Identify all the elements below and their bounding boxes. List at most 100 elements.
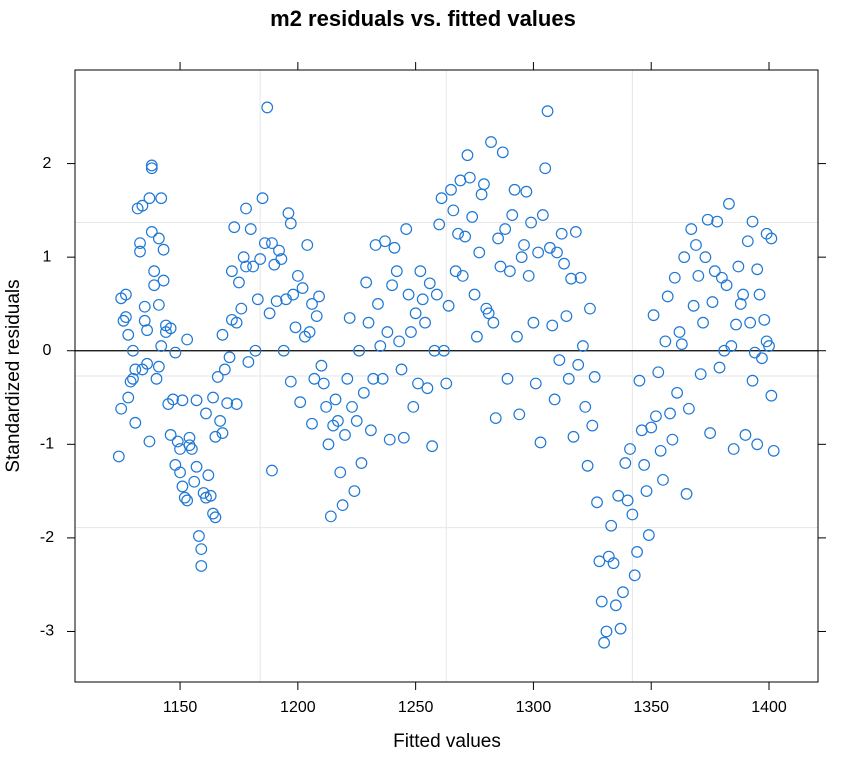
point (685, 223, 698, 235)
point (240, 260, 252, 273)
point (284, 375, 297, 388)
point (746, 215, 759, 228)
point (558, 257, 570, 270)
point (157, 243, 170, 256)
point (633, 374, 646, 387)
point (275, 253, 288, 265)
point (699, 251, 712, 264)
point (482, 307, 495, 320)
point (261, 101, 274, 114)
point (666, 433, 679, 446)
point (150, 372, 163, 385)
point (322, 438, 335, 451)
point (148, 279, 161, 292)
point (511, 330, 523, 343)
point (254, 253, 267, 265)
point (442, 299, 455, 312)
point (732, 260, 745, 273)
y-tick-label: -3 (40, 623, 54, 640)
point (751, 263, 764, 276)
point (157, 274, 170, 287)
point (551, 246, 563, 259)
point (209, 511, 222, 524)
point (169, 458, 182, 471)
point (626, 508, 639, 521)
point (296, 282, 309, 294)
x-axis-label: Fitted values (393, 731, 501, 752)
point (240, 202, 252, 215)
point (348, 485, 361, 498)
point (435, 192, 448, 205)
point (607, 557, 620, 570)
point (416, 293, 429, 306)
point (751, 438, 764, 451)
point (475, 188, 488, 201)
point (117, 314, 130, 327)
point (155, 340, 168, 352)
point (562, 372, 575, 385)
point (204, 489, 217, 502)
x-tick-label: 1200 (280, 699, 316, 716)
point (181, 333, 194, 346)
point (767, 444, 780, 457)
point (200, 407, 212, 420)
point (513, 408, 526, 421)
point (600, 625, 613, 638)
point (247, 260, 259, 273)
point (734, 298, 747, 310)
point (306, 298, 318, 310)
point (405, 326, 417, 338)
point (553, 354, 566, 366)
x-tick-label: 1150 (163, 699, 198, 716)
point (584, 302, 596, 315)
point (176, 480, 189, 493)
point (230, 316, 243, 329)
point (195, 543, 208, 556)
point (134, 245, 146, 258)
point (452, 227, 464, 240)
point (671, 386, 684, 399)
point (518, 239, 530, 251)
point (190, 394, 203, 407)
point (209, 430, 222, 443)
point (494, 260, 507, 273)
point (617, 586, 629, 599)
point (605, 519, 618, 532)
point (270, 295, 283, 308)
x-tick-label: 1250 (398, 699, 434, 716)
point (141, 357, 153, 370)
point (704, 427, 717, 439)
point (273, 244, 285, 257)
point (489, 412, 502, 425)
point (119, 288, 132, 301)
point (376, 372, 389, 385)
x-tick-label: 1300 (516, 699, 552, 716)
point (628, 569, 641, 582)
y-tick-label: 2 (43, 155, 52, 172)
point (190, 460, 203, 473)
point (730, 318, 742, 331)
point (765, 389, 778, 402)
point (266, 464, 278, 477)
point (216, 328, 229, 341)
point (129, 416, 142, 429)
point (473, 246, 486, 259)
point (640, 485, 653, 498)
point (277, 344, 290, 357)
point (683, 402, 695, 415)
point (244, 223, 257, 235)
point (282, 207, 295, 220)
point (701, 213, 714, 226)
point (315, 359, 328, 372)
point (555, 227, 568, 240)
point (185, 443, 198, 455)
point (638, 458, 651, 471)
point (539, 162, 552, 175)
point (426, 440, 439, 453)
point (233, 276, 245, 289)
point (141, 324, 153, 337)
point (332, 415, 344, 427)
point (515, 251, 528, 264)
point (303, 326, 316, 338)
point (440, 377, 453, 390)
